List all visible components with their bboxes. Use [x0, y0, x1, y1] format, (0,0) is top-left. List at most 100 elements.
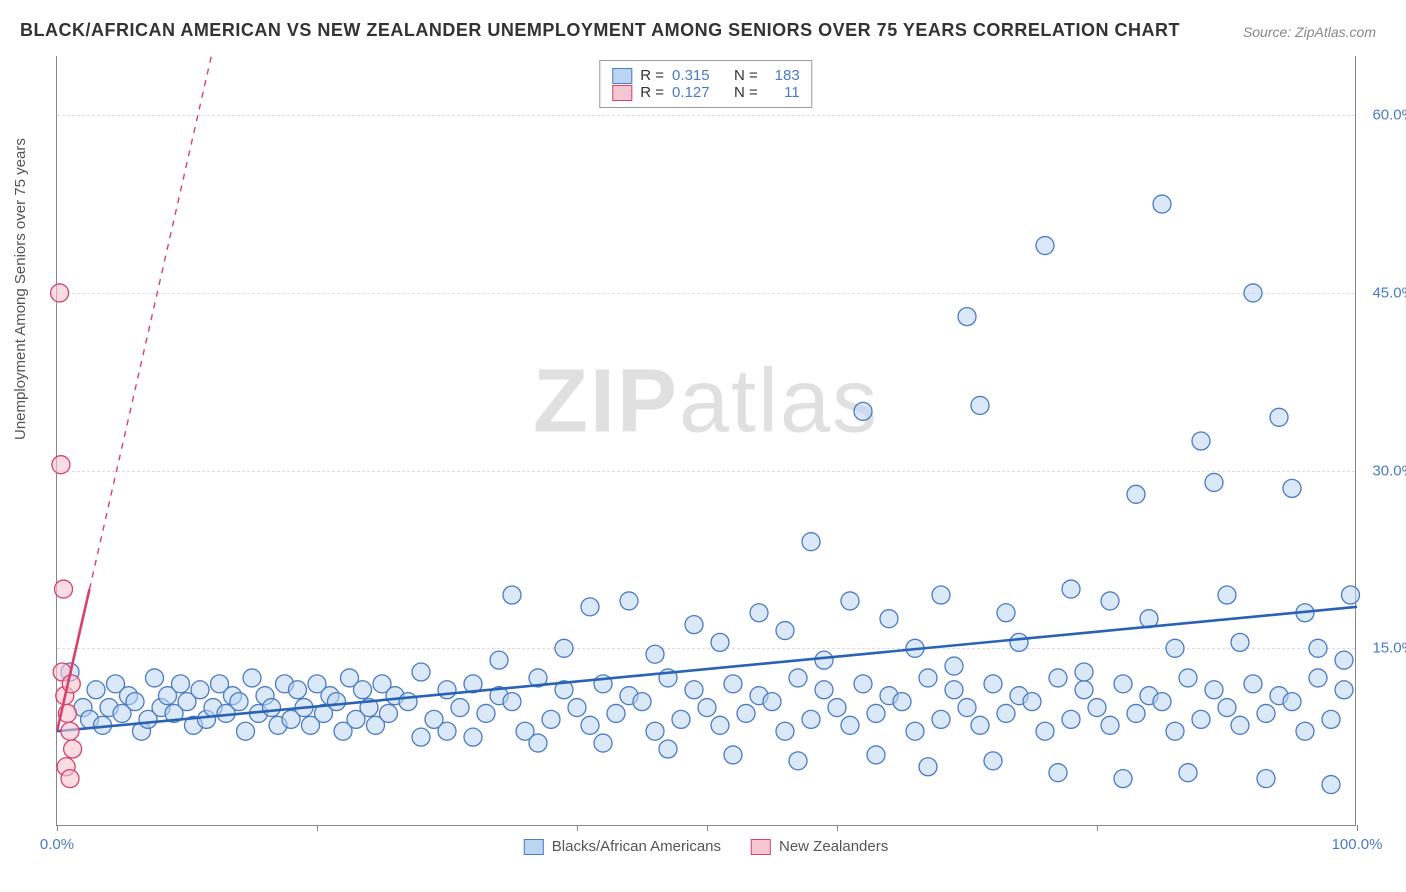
- scatter-point: [490, 651, 508, 669]
- scatter-point: [1283, 693, 1301, 711]
- scatter-point: [945, 657, 963, 675]
- scatter-point: [1166, 639, 1184, 657]
- scatter-point: [854, 675, 872, 693]
- scatter-point: [880, 610, 898, 628]
- y-tick-label: 15.0%: [1372, 640, 1406, 657]
- scatter-point: [237, 722, 255, 740]
- scatter-point: [62, 675, 80, 693]
- scatter-point: [126, 693, 144, 711]
- scatter-point: [1010, 633, 1028, 651]
- scatter-point: [828, 699, 846, 717]
- plot-area: ZIPatlas 15.0%30.0%45.0%60.0% 0.0%100.0%…: [56, 56, 1356, 826]
- scatter-point: [289, 681, 307, 699]
- scatter-point: [750, 604, 768, 622]
- trend-line-dashed: [90, 56, 212, 589]
- scatter-point: [724, 675, 742, 693]
- scatter-point: [698, 699, 716, 717]
- scatter-point: [64, 740, 82, 758]
- scatter-point: [737, 704, 755, 722]
- scatter-point: [724, 746, 742, 764]
- scatter-point: [815, 681, 833, 699]
- scatter-point: [906, 722, 924, 740]
- y-axis-label: Unemployment Among Seniors over 75 years: [12, 138, 29, 440]
- stats-legend: R =0.315 N =183R =0.127 N =11: [599, 60, 812, 108]
- scatter-point: [1322, 776, 1340, 794]
- scatter-point: [776, 622, 794, 640]
- scatter-point: [1036, 722, 1054, 740]
- scatter-point: [568, 699, 586, 717]
- scatter-point: [412, 728, 430, 746]
- n-value: 11: [766, 84, 800, 101]
- scatter-point: [438, 722, 456, 740]
- x-tick: [577, 825, 578, 831]
- scatter-point: [87, 681, 105, 699]
- scatter-point: [776, 722, 794, 740]
- scatter-point: [1283, 479, 1301, 497]
- scatter-point: [1049, 669, 1067, 687]
- scatter-point: [191, 681, 209, 699]
- scatter-point: [1153, 195, 1171, 213]
- y-tick-label: 60.0%: [1372, 107, 1406, 124]
- legend-swatch: [612, 68, 632, 84]
- scatter-point: [1244, 675, 1262, 693]
- scatter-point: [1205, 681, 1223, 699]
- scatter-point: [854, 402, 872, 420]
- scatter-point: [1257, 770, 1275, 788]
- scatter-point: [61, 770, 79, 788]
- scatter-point: [620, 592, 638, 610]
- series-legend-item: Blacks/African Americans: [524, 838, 721, 855]
- scatter-layer: [57, 56, 1355, 825]
- scatter-point: [997, 704, 1015, 722]
- scatter-point: [685, 681, 703, 699]
- scatter-point: [763, 693, 781, 711]
- scatter-point: [1114, 675, 1132, 693]
- x-tick: [837, 825, 838, 831]
- scatter-point: [1179, 764, 1197, 782]
- series-legend-label: New Zealanders: [779, 838, 888, 855]
- scatter-point: [685, 616, 703, 634]
- scatter-point: [464, 728, 482, 746]
- scatter-point: [711, 633, 729, 651]
- scatter-point: [581, 716, 599, 734]
- scatter-point: [971, 396, 989, 414]
- chart-title: BLACK/AFRICAN AMERICAN VS NEW ZEALANDER …: [20, 20, 1180, 41]
- series-legend: Blacks/African Americans New Zealanders: [524, 838, 888, 855]
- scatter-point: [555, 639, 573, 657]
- scatter-point: [802, 710, 820, 728]
- scatter-point: [477, 704, 495, 722]
- source-label: Source: ZipAtlas.com: [1243, 24, 1376, 40]
- r-label: R =: [640, 67, 664, 84]
- scatter-point: [51, 284, 69, 302]
- scatter-point: [646, 722, 664, 740]
- scatter-point: [1342, 586, 1360, 604]
- scatter-point: [1335, 651, 1353, 669]
- scatter-point: [841, 716, 859, 734]
- scatter-point: [1244, 284, 1262, 302]
- scatter-point: [945, 681, 963, 699]
- r-value: 0.315: [672, 67, 710, 84]
- scatter-point: [984, 752, 1002, 770]
- scatter-point: [1166, 722, 1184, 740]
- scatter-point: [958, 699, 976, 717]
- scatter-point: [711, 716, 729, 734]
- scatter-point: [867, 746, 885, 764]
- scatter-point: [672, 710, 690, 728]
- scatter-point: [581, 598, 599, 616]
- scatter-point: [61, 722, 79, 740]
- scatter-point: [932, 710, 950, 728]
- scatter-point: [243, 669, 261, 687]
- scatter-point: [172, 675, 190, 693]
- x-tick: [1097, 825, 1098, 831]
- scatter-point: [633, 693, 651, 711]
- scatter-point: [1218, 586, 1236, 604]
- scatter-point: [932, 586, 950, 604]
- scatter-point: [1101, 716, 1119, 734]
- scatter-point: [1309, 639, 1327, 657]
- scatter-point: [919, 669, 937, 687]
- scatter-point: [1062, 580, 1080, 598]
- scatter-point: [1231, 633, 1249, 651]
- stats-legend-row: R =0.315 N =183: [612, 67, 799, 84]
- scatter-point: [1153, 693, 1171, 711]
- scatter-point: [971, 716, 989, 734]
- scatter-point: [997, 604, 1015, 622]
